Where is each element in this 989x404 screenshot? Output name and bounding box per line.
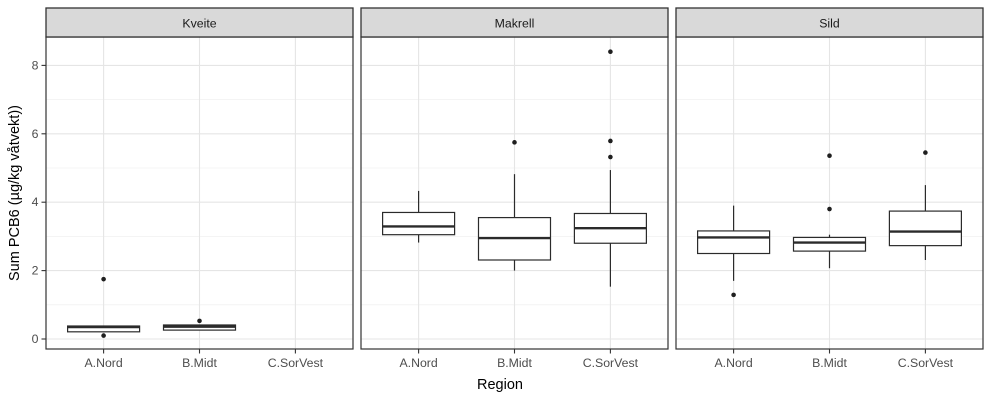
x-tick-label: C.SorVest xyxy=(898,356,954,370)
outlier-point xyxy=(731,292,736,298)
outlier-point xyxy=(101,333,106,338)
box-rect xyxy=(888,210,963,247)
y-axis: 0 2 4 6 8 xyxy=(32,58,46,346)
y-tick-label: 0 xyxy=(32,332,39,346)
box-group-kveite-b-midt xyxy=(162,318,237,331)
x-tick-label: B.Midt xyxy=(497,356,532,370)
facet-panel-makrell: Makrell A.Nord B.Midt C.SorVest xyxy=(360,7,669,370)
facet-strip xyxy=(675,7,984,38)
outlier-point xyxy=(197,318,202,324)
x-tick-label: C.SorVest xyxy=(268,356,324,370)
x-tick-label: A.Nord xyxy=(399,356,437,370)
box-group-makrell-a-nord xyxy=(382,190,456,243)
y-axis-title: Sum PCB6 (µg/kg våtvekt)) xyxy=(7,105,23,281)
box-rect xyxy=(382,211,456,236)
strip-label: Kveite xyxy=(182,17,216,31)
x-tick-label: C.SorVest xyxy=(583,356,639,370)
box-group-makrell-b-midt xyxy=(477,140,552,271)
outlier-point xyxy=(827,153,832,158)
outlier-point xyxy=(827,206,832,212)
strip-label: Sild xyxy=(819,17,840,31)
box-group-makrell-c-sorvest xyxy=(573,49,648,287)
outlier-point xyxy=(608,154,613,160)
y-tick-label: 4 xyxy=(32,195,39,209)
facet-strip xyxy=(45,7,354,38)
outlier-point xyxy=(101,276,106,282)
facet-strip xyxy=(360,7,669,38)
outlier-point xyxy=(608,49,613,55)
y-tick-label: 6 xyxy=(32,127,39,141)
x-tick-label: B.Midt xyxy=(182,356,217,370)
x-tick-label: B.Midt xyxy=(812,356,847,370)
facet-panel-sild: Sild A.Nord B.Midt C.SorVest xyxy=(675,7,984,370)
x-axis-title: Region xyxy=(477,377,523,393)
box-group-kveite-a-nord xyxy=(66,276,141,338)
box-rect xyxy=(792,236,867,252)
outlier-point xyxy=(923,150,928,155)
y-tick-label: 2 xyxy=(32,264,39,278)
strip-label: Makrell xyxy=(495,17,535,31)
x-tick-label: A.Nord xyxy=(714,356,752,370)
y-tick-label: 8 xyxy=(32,58,39,72)
box-group-sild-c-sorvest xyxy=(888,150,963,260)
box-group-sild-b-midt xyxy=(792,153,867,269)
box-group-sild-a-nord xyxy=(696,205,771,298)
facet-panel-kveite: Kveite A.Nord B.Midt C.SorVest xyxy=(45,7,354,370)
outlier-point xyxy=(608,138,613,144)
box-rect xyxy=(696,230,771,255)
outlier-point xyxy=(512,140,517,145)
x-tick-label: A.Nord xyxy=(84,356,122,370)
